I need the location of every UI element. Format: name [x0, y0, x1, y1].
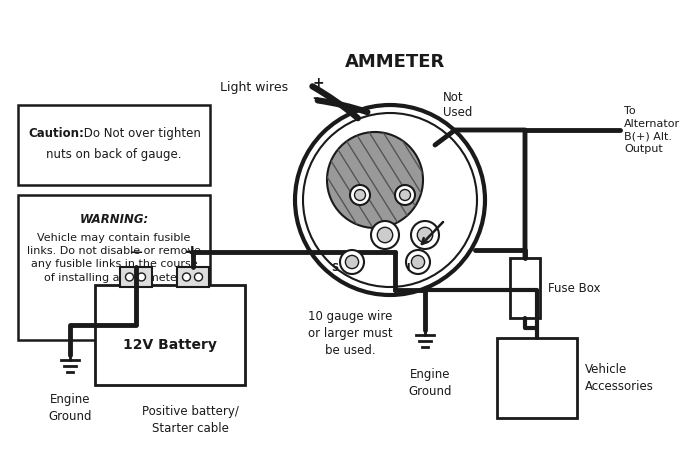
Text: Engine
Ground: Engine Ground [408, 368, 451, 398]
Circle shape [411, 221, 439, 249]
Bar [120, 267, 151, 287]
Circle shape [194, 273, 202, 281]
Text: WARNING:: WARNING: [79, 213, 148, 226]
Text: 10 gauge wire
or larger must
be used.: 10 gauge wire or larger must be used. [308, 310, 393, 357]
Text: Positive battery/
Starter cable: Positive battery/ Starter cable [142, 405, 239, 435]
Text: Not
Used: Not Used [443, 91, 473, 119]
Text: To
Alternator
B(+) Alt.
Output: To Alternator B(+) Alt. Output [624, 106, 680, 154]
Circle shape [183, 273, 191, 281]
Text: Caution:: Caution: [28, 127, 84, 140]
Text: Light wires: Light wires [220, 82, 288, 94]
Circle shape [340, 250, 364, 274]
Text: Vehicle
Accessories: Vehicle Accessories [585, 363, 654, 393]
Circle shape [345, 255, 358, 269]
Text: AMMETER: AMMETER [345, 53, 445, 71]
Bar [18, 195, 210, 340]
Text: +: + [312, 76, 324, 90]
Text: Vehicle may contain fusible
links. Do not disable or remove
any fusible links in: Vehicle may contain fusible links. Do no… [27, 233, 201, 283]
Text: nuts on back of gauge.: nuts on back of gauge. [47, 148, 182, 161]
Circle shape [378, 227, 393, 243]
Text: −: − [128, 244, 143, 262]
Text: I: I [406, 263, 410, 273]
Circle shape [411, 255, 425, 269]
Circle shape [395, 185, 415, 205]
Bar [497, 338, 577, 418]
Circle shape [399, 190, 410, 200]
Bar [18, 105, 210, 185]
Text: Do Not over tighten: Do Not over tighten [80, 127, 201, 140]
Bar [95, 285, 245, 385]
Circle shape [417, 227, 433, 243]
Circle shape [354, 190, 365, 200]
Circle shape [371, 221, 399, 249]
Text: Fuse Box: Fuse Box [548, 282, 601, 295]
Circle shape [137, 273, 146, 281]
Text: -: - [312, 91, 318, 105]
Bar [510, 258, 540, 318]
Circle shape [327, 132, 423, 228]
Text: Engine
Ground: Engine Ground [49, 393, 92, 423]
Text: S: S [332, 263, 339, 273]
Circle shape [406, 250, 430, 274]
Circle shape [350, 185, 370, 205]
Bar [176, 267, 209, 287]
Text: 12V Battery: 12V Battery [123, 338, 217, 352]
Circle shape [125, 273, 133, 281]
Text: +: + [184, 243, 200, 262]
